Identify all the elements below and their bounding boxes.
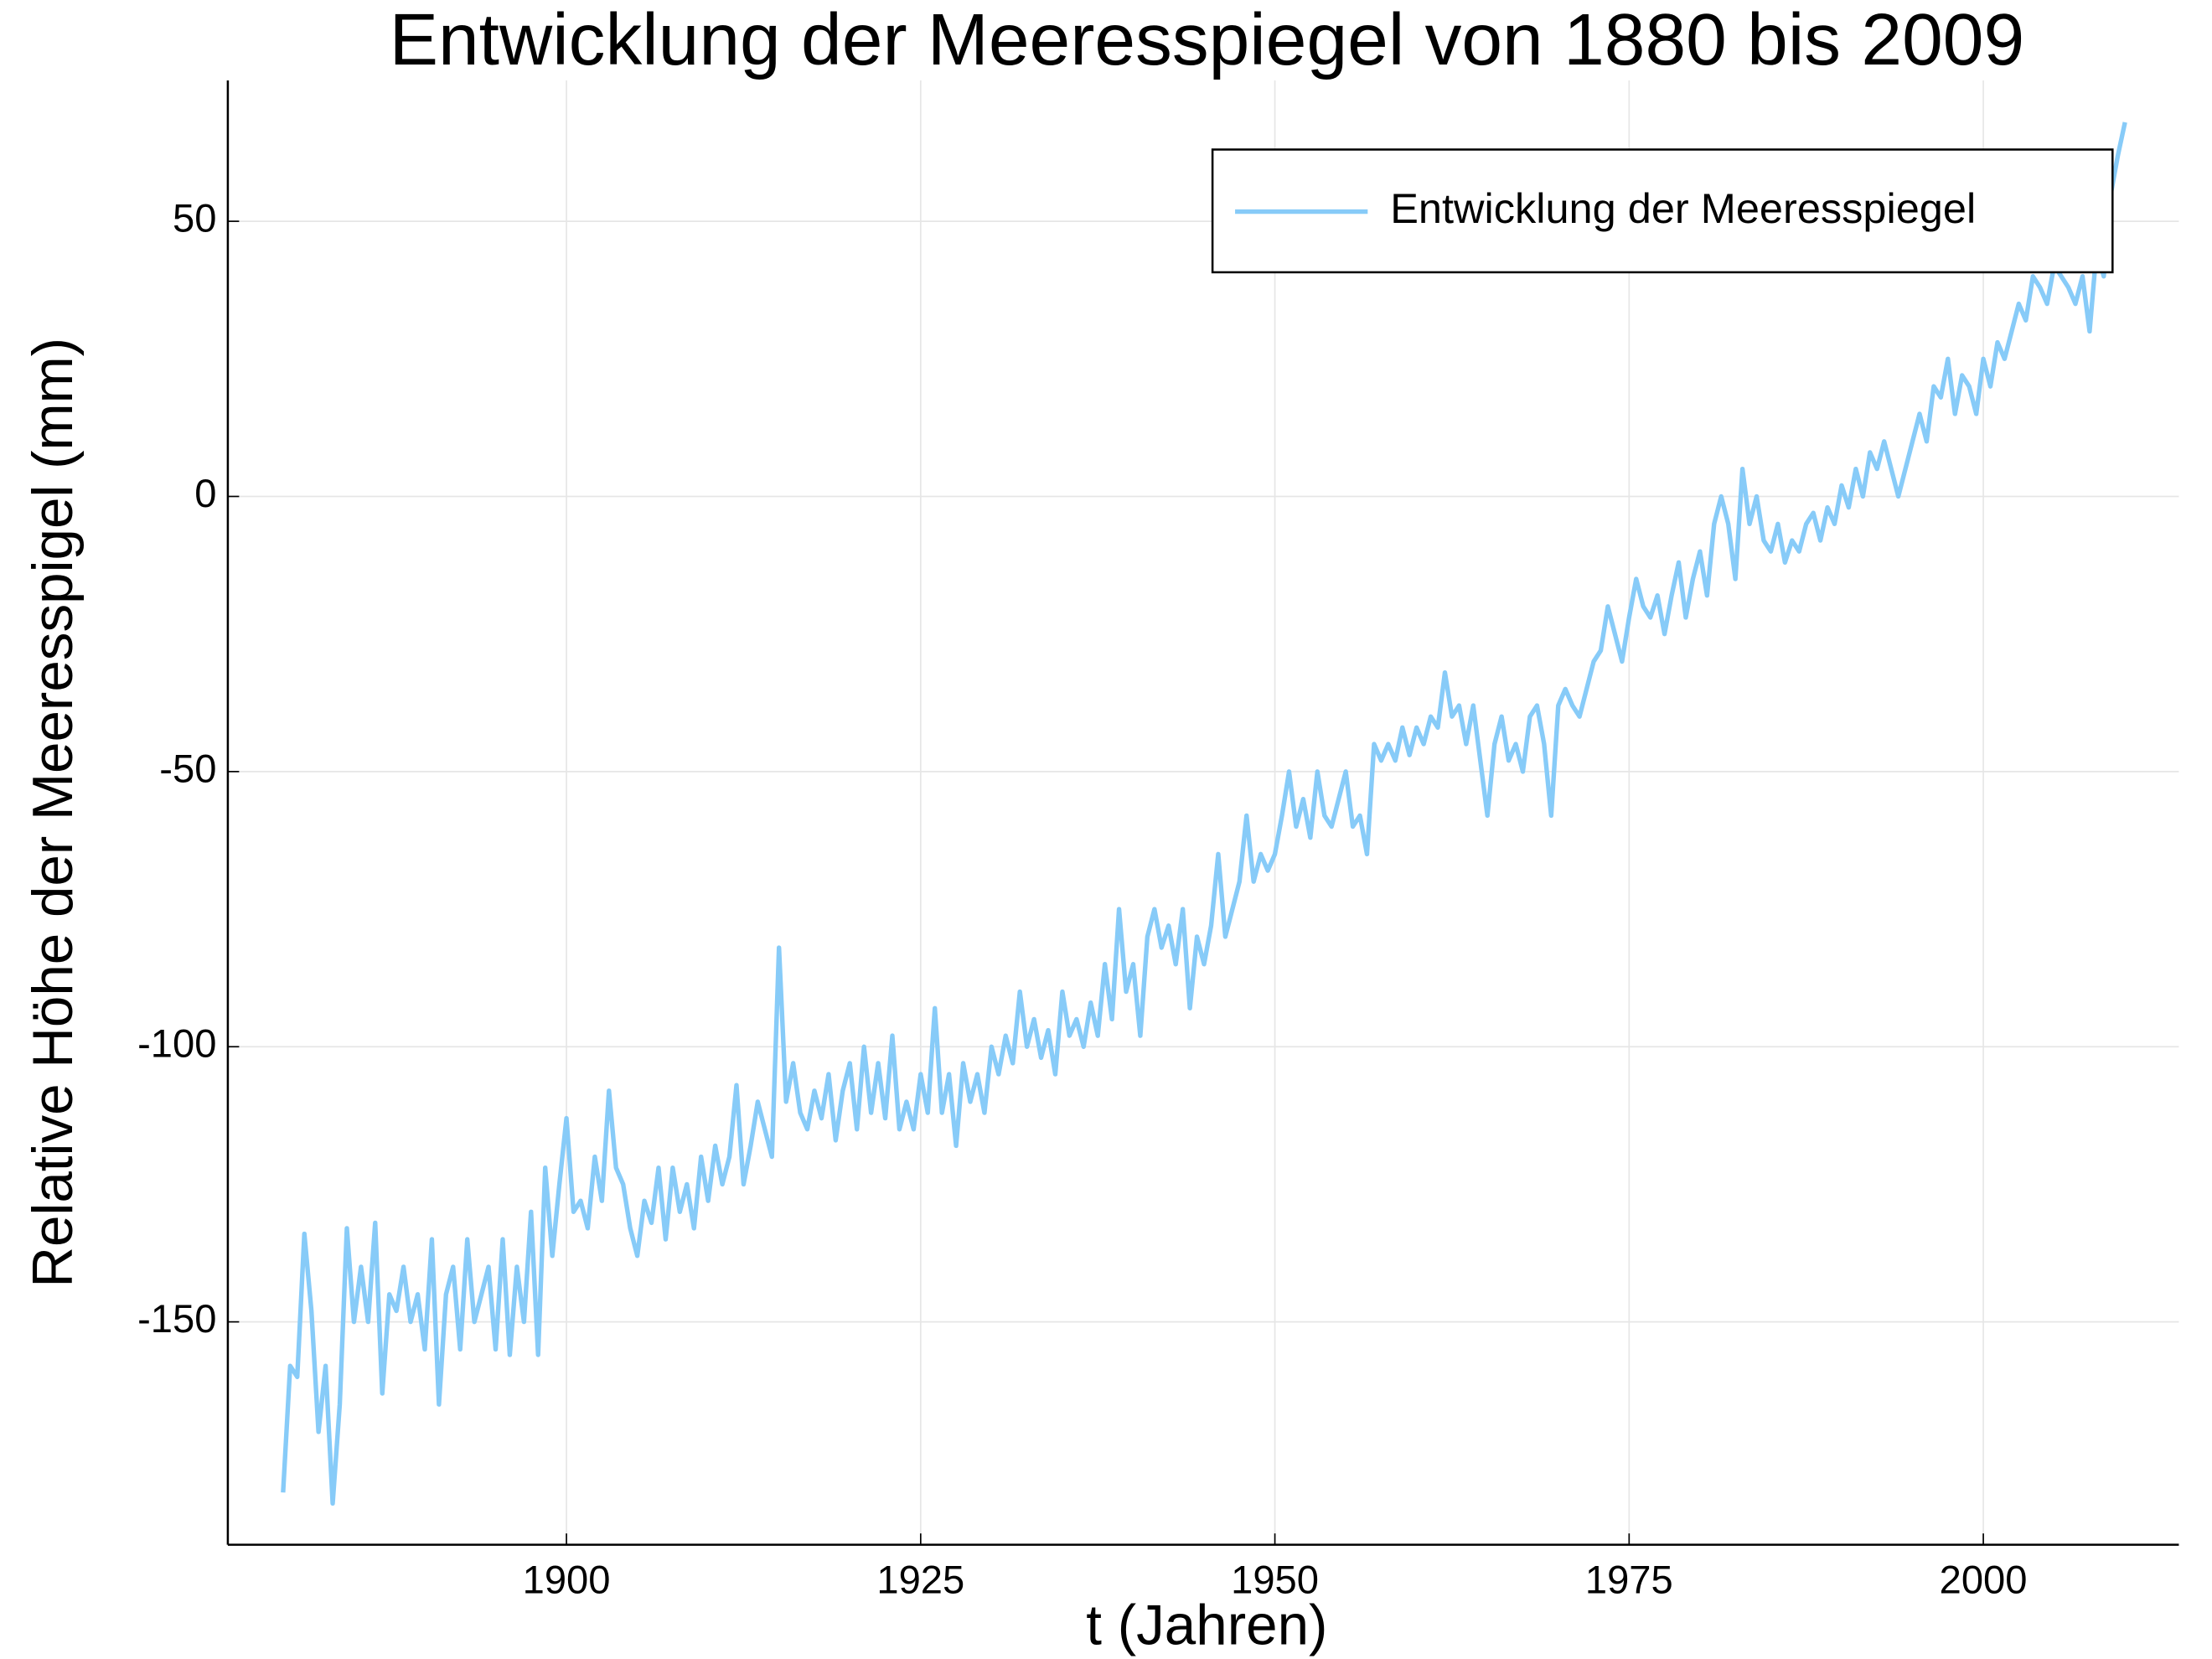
x-axis-label: t (Jahren)	[1086, 1594, 1327, 1656]
y-tick-label: -150	[137, 1296, 216, 1341]
y-axis-label: Relative Höhe der Meeresspigel (mm)	[22, 338, 85, 1288]
chart-title: Entwicklung der Meeresspiegel von 1880 b…	[390, 0, 2025, 80]
x-tick-label: 1925	[876, 1558, 964, 1602]
x-tick-label: 1975	[1585, 1558, 1673, 1602]
x-tick-label: 1900	[523, 1558, 611, 1602]
y-tick-label: -50	[159, 746, 216, 790]
legend: Entwicklung der Meeresspiegel	[1211, 148, 2114, 274]
legend-label: Entwicklung der Meeresspiegel	[1390, 184, 1976, 232]
y-tick-label: 0	[194, 471, 216, 515]
data-line	[281, 121, 2127, 1507]
x-tick-label: 1950	[1231, 1558, 1319, 1602]
y-tick-label: 50	[173, 196, 216, 240]
y-tick-label: -100	[137, 1021, 216, 1066]
x-tick-label: 2000	[1940, 1558, 2028, 1602]
plot-area	[281, 121, 2127, 1507]
